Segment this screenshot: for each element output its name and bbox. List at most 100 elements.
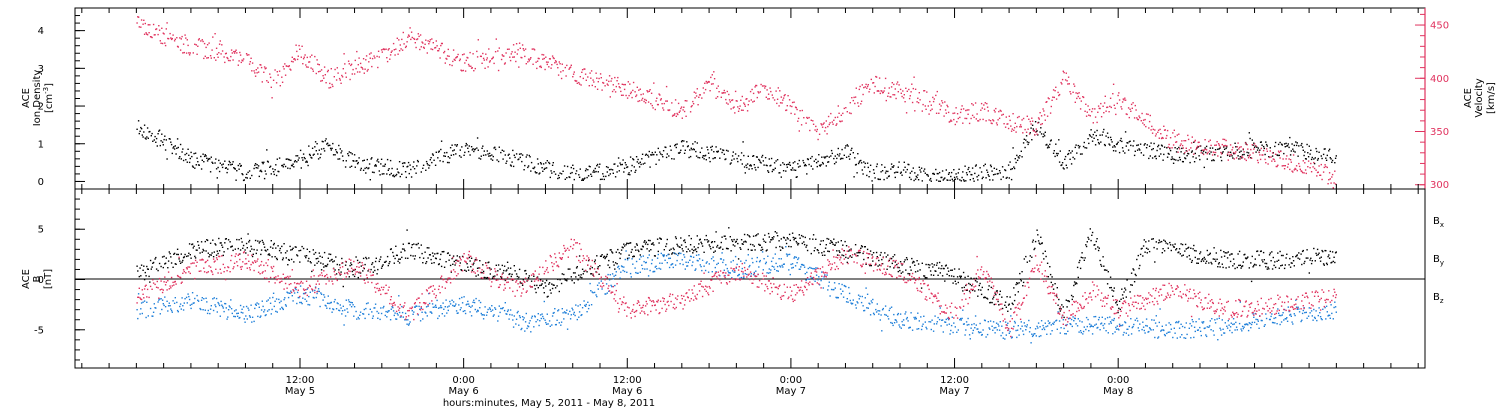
density-series-0-point (380, 163, 381, 164)
field-x-series-0-point (962, 290, 963, 291)
density-series-0-point (1135, 151, 1136, 152)
velocity-series-1-point (214, 57, 215, 58)
velocity-series-1-point (1258, 162, 1259, 163)
field-x-series-0-point (425, 263, 426, 264)
field-x-series-0-point (1326, 263, 1327, 264)
velocity-series-1-point (978, 120, 979, 121)
field-x-series-0-point (1323, 263, 1324, 264)
field-y-series-1-point (643, 261, 644, 262)
velocity-series-1-point (1138, 119, 1139, 120)
field-x-series-0-point (910, 270, 911, 271)
density-series-0-point (1157, 146, 1158, 147)
velocity-series-1-point (620, 91, 621, 92)
field-y-series-1-point (184, 302, 185, 303)
field-y-series-1-point (409, 323, 410, 324)
field-x-series-0-point (1037, 234, 1038, 235)
field-x-series-0-point (1219, 266, 1220, 267)
velocity-series-1-point (1242, 157, 1243, 158)
density-series-0-point (1026, 135, 1027, 136)
velocity-series-1-point (263, 72, 264, 73)
field-y-series-1-point (469, 311, 470, 312)
field-x-series-0-point (760, 245, 761, 246)
density-series-0-point (542, 171, 543, 172)
field-y-series-1-point (366, 303, 367, 304)
velocity-series-1-point (554, 62, 555, 63)
velocity-series-1-point (647, 91, 648, 92)
field-x-series-0-point (370, 269, 371, 270)
field-x-series-0-point (896, 264, 897, 265)
field-x-series-0-point (1114, 287, 1115, 288)
density-series-0-point (475, 148, 476, 149)
field-y-series-1-point (242, 312, 243, 313)
field-x-series-0-point (677, 245, 678, 246)
velocity-series-1-point (1165, 129, 1166, 130)
field-x-series-0-point (291, 259, 292, 260)
density-series-0-point (1181, 148, 1182, 149)
density-series-0-point (782, 162, 783, 163)
density-series-0-point (622, 159, 623, 160)
field-x-series-0-point (141, 265, 142, 266)
velocity-series-1-point (321, 69, 322, 70)
velocity-series-1-point (1051, 106, 1052, 107)
velocity-series-1-point (1009, 120, 1010, 121)
velocity-series-1-point (340, 79, 341, 80)
field-y-series-1-point (612, 273, 613, 274)
density-series-0-point (767, 170, 768, 171)
field-x-series-0-point (598, 274, 599, 275)
field-x-series-0-point (376, 258, 377, 259)
field-x-series-0-point (1273, 257, 1274, 258)
field-x-series-0-point (818, 252, 819, 253)
velocity-series-1-point (159, 30, 160, 31)
density-series-0-point (1213, 160, 1214, 161)
field-x-series-0-point (1300, 253, 1301, 254)
field-y-series-1-point (350, 302, 351, 303)
field-x-series-0-point (709, 244, 710, 245)
field-y-series-1-point (448, 310, 449, 311)
field-x-series-0-point (550, 292, 551, 293)
field-y-series-1-point (259, 317, 260, 318)
field-x-series-0-point (453, 255, 454, 256)
field-x-series-0-point (391, 248, 392, 249)
velocity-series-1-point (889, 87, 890, 88)
velocity-series-1-point (1017, 117, 1018, 118)
field-x-series-0-point (316, 258, 317, 259)
density-series-0-point (757, 167, 758, 168)
field-y-series-1-point (225, 303, 226, 304)
velocity-series-1-point (1036, 128, 1037, 129)
density-series-0-point (381, 159, 382, 160)
field-y-series-1-point (329, 308, 330, 309)
velocity-series-1-point (566, 65, 567, 66)
field-y-series-1-point (436, 307, 437, 308)
field-x-series-0-point (292, 249, 293, 250)
field-x-series-0-point (252, 256, 253, 257)
field-x-series-0-point (329, 260, 330, 261)
density-series-0-point (636, 156, 637, 157)
density-series-0-point (735, 153, 736, 154)
velocity-series-1-point (345, 72, 346, 73)
velocity-series-1-point (1239, 147, 1240, 148)
velocity-series-1-point (431, 38, 432, 39)
density-series-0-point (982, 177, 983, 178)
density-series-0-point (1120, 140, 1121, 141)
field-y-series-1-point (472, 302, 473, 303)
density-series-0-point (553, 171, 554, 172)
density-series-0-point (508, 154, 509, 155)
velocity-series-1-point (514, 56, 515, 57)
velocity-series-1-point (367, 70, 368, 71)
velocity-series-1-point (928, 113, 929, 114)
density-series-0-point (595, 168, 596, 169)
field-y-series-1-point (178, 311, 179, 312)
density-series-0-point (1053, 153, 1054, 154)
velocity-series-1-point (1310, 163, 1311, 164)
field-x-series-0-point (506, 269, 507, 270)
field-x-series-0-point (1306, 257, 1307, 258)
density-series-0-point (511, 165, 512, 166)
velocity-series-1-point (1070, 93, 1071, 94)
field-y-series-1-point (594, 292, 595, 293)
field-y-series-1-point (182, 305, 183, 306)
velocity-series-1-point (1167, 130, 1168, 131)
velocity-series-1-point (144, 34, 145, 35)
velocity-series-1-point (606, 80, 607, 81)
velocity-series-1-point (283, 66, 284, 67)
field-x-series-0-point (1267, 267, 1268, 268)
